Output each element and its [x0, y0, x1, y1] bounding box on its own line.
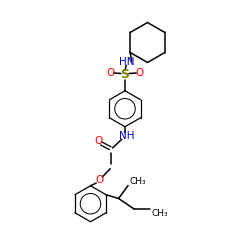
Text: NH: NH: [118, 131, 134, 141]
Text: O: O: [106, 68, 114, 78]
Text: HN: HN: [118, 57, 134, 67]
Text: CH₃: CH₃: [152, 209, 168, 218]
Text: O: O: [136, 68, 143, 78]
Text: O: O: [94, 136, 102, 145]
Text: CH₃: CH₃: [129, 176, 146, 186]
Text: S: S: [120, 68, 130, 82]
Text: O: O: [95, 175, 104, 185]
